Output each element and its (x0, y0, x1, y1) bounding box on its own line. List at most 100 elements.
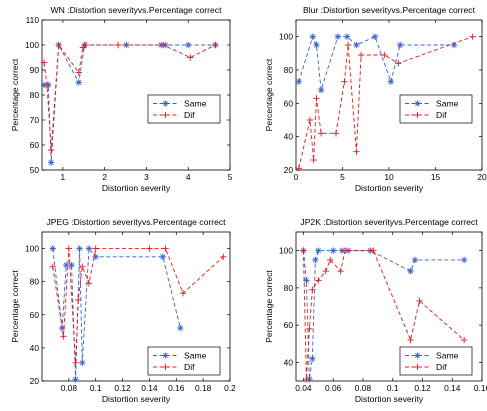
y-tick-label: 40 (284, 357, 294, 367)
x-tick-label: 0.16 (474, 383, 487, 393)
y-tick-label: 60 (30, 140, 40, 150)
data-point-dif (179, 290, 187, 297)
data-point-dif (310, 156, 317, 164)
data-point-same (75, 79, 82, 86)
y-tick-label: 80 (284, 283, 294, 293)
data-point-dif (92, 245, 99, 252)
legend-item-dif: Dif (405, 362, 447, 372)
data-point-dif (75, 296, 82, 304)
y-tick-label: 20 (30, 376, 40, 386)
data-point-dif (341, 78, 348, 85)
y-tick-label: 60 (284, 98, 294, 108)
data-point-same (343, 33, 351, 40)
data-point-dif (40, 59, 48, 66)
legend-item-same: Same (405, 351, 459, 361)
data-point-dif (469, 33, 476, 40)
y-tick-label: 90 (30, 65, 40, 75)
y-tick-label: 40 (284, 132, 294, 142)
x-tick-label: 4 (186, 172, 191, 182)
x-tick-label: 0.1 (90, 383, 102, 393)
data-point-dif (220, 253, 227, 261)
data-point-dif (309, 286, 316, 293)
y-axis-label: Percentage correct (10, 270, 20, 343)
data-point-same (49, 245, 56, 252)
data-point-dif (300, 247, 307, 254)
data-point-dif (47, 146, 55, 154)
data-point-dif (313, 95, 320, 102)
legend-item-dif: Dif (153, 110, 195, 120)
x-axis-label: Distortion severity (355, 183, 424, 193)
y-axis-label: Percentage correct (10, 58, 20, 131)
data-point-same (317, 86, 325, 94)
x-tick-label: 0.2 (224, 383, 236, 393)
data-point-dif (407, 336, 414, 344)
data-point-same (159, 253, 167, 261)
data-point-dif (315, 277, 322, 284)
chart-title: JP2K :Distortion severityvs.Percentage c… (300, 217, 478, 227)
data-point-same (396, 41, 404, 49)
data-point-dif (146, 245, 153, 252)
chart-panel-0: WN :Distortion severityvs.Percentage cor… (10, 5, 233, 193)
data-point-dif (381, 51, 388, 59)
y-tick-label: 40 (30, 343, 40, 353)
chart-panel-2: JPEG :Distortion severityvs.Percentage c… (10, 217, 236, 404)
legend-item-same: Same (153, 99, 207, 109)
x-tick-label: 15 (431, 172, 441, 182)
x-tick-label: 5 (228, 172, 233, 182)
legend-label: Dif (436, 362, 447, 372)
x-tick-label: 0.06 (325, 383, 342, 393)
data-point-same (407, 267, 414, 275)
data-point-dif (295, 165, 302, 172)
data-point-dif (460, 336, 468, 344)
x-tick-label: 0.16 (168, 383, 185, 393)
x-tick-label: 0.1 (387, 383, 399, 393)
data-point-dif (72, 359, 79, 366)
data-point-same (313, 41, 320, 49)
series-line-dif (52, 248, 224, 363)
x-tick-label: 0.04 (295, 383, 312, 393)
legend-label: Dif (436, 110, 447, 120)
data-point-dif (306, 116, 314, 124)
data-point-same (334, 33, 342, 40)
data-point-dif (79, 263, 86, 270)
chart-title: Blur :Distortion severityvs.Percentage c… (303, 5, 476, 15)
x-tick-label: 0.08 (355, 383, 372, 393)
chart-title: WN :Distortion severityvs.Percentage cor… (51, 5, 223, 15)
data-point-same (177, 324, 184, 332)
data-point-dif (303, 375, 310, 383)
data-point-same (312, 256, 319, 264)
y-tick-label: 100 (279, 32, 293, 42)
y-tick-label: 60 (30, 310, 40, 320)
data-point-dif (60, 333, 67, 340)
x-tick-label: 0 (294, 172, 299, 182)
data-point-dif (49, 263, 56, 270)
data-point-same (353, 41, 360, 49)
data-point-same (330, 247, 337, 254)
data-point-same (387, 78, 395, 85)
data-point-dif (212, 41, 219, 49)
data-point-same (309, 33, 316, 40)
x-tick-label: 0.12 (414, 383, 431, 393)
y-tick-label: 80 (30, 277, 40, 287)
legend-label: Same (436, 351, 459, 361)
data-point-dif (357, 51, 365, 59)
data-point-dif (55, 41, 62, 49)
data-point-dif (344, 41, 352, 49)
data-point-same (79, 359, 86, 366)
x-axis-label: Distortion severity (102, 394, 171, 404)
y-tick-label: 70 (30, 115, 40, 125)
data-point-dif (322, 267, 329, 275)
data-point-dif (337, 267, 344, 275)
legend-item-same: Same (153, 351, 207, 361)
data-point-dif (114, 41, 122, 49)
data-point-dif (187, 54, 194, 61)
data-point-same (371, 33, 379, 40)
data-point-dif (395, 60, 402, 67)
x-tick-label: 5 (340, 172, 345, 182)
y-tick-label: 80 (30, 90, 40, 100)
data-point-dif (306, 325, 313, 333)
legend-box (147, 94, 221, 124)
